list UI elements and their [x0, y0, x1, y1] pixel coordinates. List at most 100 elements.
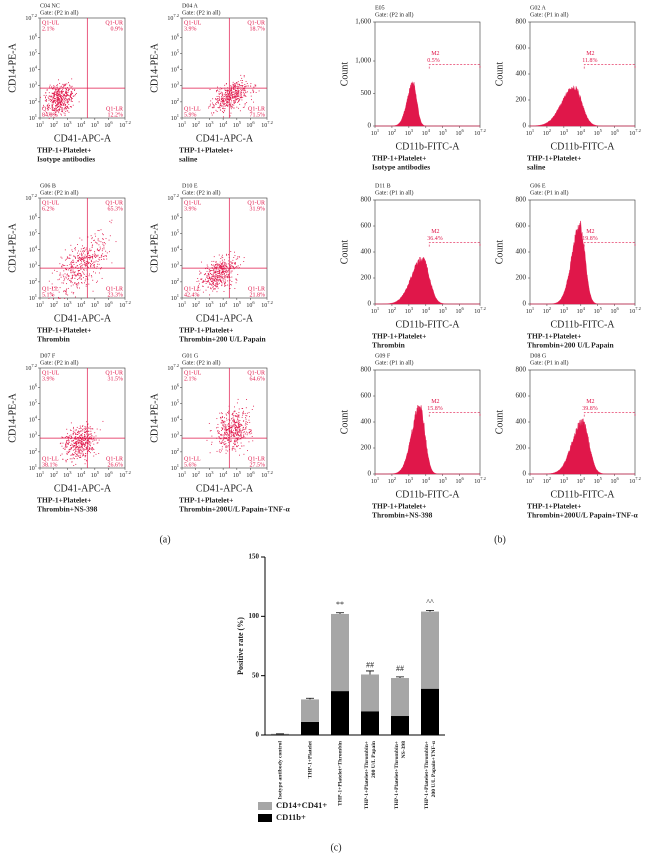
- tick-exponent: 1: [532, 306, 534, 311]
- event-dot: [227, 446, 229, 448]
- event-dot: [248, 429, 250, 430]
- quadrant-name: Q1-UL: [42, 20, 60, 26]
- event-dot: [63, 94, 65, 95]
- event-dot: [232, 97, 234, 99]
- event-dot: [237, 98, 239, 99]
- event-dot: [80, 457, 81, 458]
- tick-base: 10: [405, 131, 411, 137]
- y-tick-label: 1,600: [355, 18, 371, 26]
- x-tick-label: 103: [405, 476, 414, 485]
- x-tick-label: 107.2: [629, 476, 641, 485]
- event-dot: [74, 249, 76, 251]
- event-dot: [238, 423, 240, 425]
- event-dot: [221, 282, 223, 284]
- event-dot: [57, 89, 59, 91]
- event-dot: [224, 102, 225, 104]
- event-dot: [220, 276, 222, 278]
- event-dot: [218, 93, 220, 95]
- event-dot: [78, 274, 79, 276]
- event-dot: [51, 104, 53, 106]
- event-dot: [205, 273, 206, 275]
- x-axis-label: CD11b-FITC-A: [395, 141, 460, 152]
- y-tick-label: 800: [516, 366, 527, 374]
- event-dot: [246, 434, 248, 436]
- x-tick-label: 106: [456, 128, 465, 137]
- quadrant-value: 65.3%: [108, 206, 124, 212]
- event-dot: [60, 99, 62, 101]
- event-dot: [211, 443, 213, 445]
- event-dot: [224, 282, 226, 284]
- event-dot: [66, 101, 68, 103]
- tick-base: 10: [167, 366, 173, 372]
- event-dot: [69, 458, 71, 460]
- event-dot: [236, 89, 238, 91]
- event-dot: [239, 448, 241, 449]
- event-dot: [88, 283, 90, 285]
- event-dot: [68, 90, 70, 92]
- event-dot: [218, 431, 220, 433]
- event-dot: [225, 268, 227, 270]
- event-dot: [236, 94, 238, 96]
- y-tick-label: 0: [368, 122, 372, 130]
- y-tick-label: 104: [171, 415, 180, 424]
- event-dot: [75, 433, 76, 435]
- event-dot: [91, 238, 93, 240]
- tick-exponent: 2: [198, 120, 200, 125]
- event-dot: [218, 450, 220, 452]
- y-axis-label: CD14-PE-A: [7, 43, 18, 93]
- event-dot: [244, 104, 246, 106]
- event-dot: [214, 265, 216, 267]
- event-dot: [80, 273, 82, 275]
- tick-base: 10: [611, 131, 617, 137]
- x-axis-label: CD41-APC-A: [196, 483, 254, 494]
- event-dot: [91, 439, 93, 441]
- event-dot: [235, 428, 237, 430]
- event-dot: [227, 450, 229, 452]
- event-dot: [252, 92, 254, 93]
- event-dot: [254, 84, 256, 86]
- event-dot: [91, 447, 93, 449]
- event-dot: [232, 259, 234, 261]
- event-dot: [81, 255, 83, 257]
- tick-exponent: 5: [177, 229, 180, 234]
- event-dot: [225, 452, 227, 454]
- event-dot: [79, 237, 81, 239]
- y-axis-label: CD14-PE-A: [7, 393, 18, 443]
- event-dot: [219, 266, 221, 268]
- event-dot: [227, 284, 229, 286]
- plot-id: G06 B: [40, 183, 56, 189]
- event-dot: [231, 86, 233, 88]
- event-dot: [215, 98, 217, 100]
- tick-exponent: 4: [83, 120, 86, 125]
- event-dot: [236, 427, 238, 429]
- event-dot: [206, 264, 208, 266]
- event-dot: [73, 454, 75, 456]
- event-dot: [78, 258, 80, 260]
- event-dot: [57, 101, 59, 103]
- event-dot: [225, 103, 227, 105]
- event-dot: [227, 270, 228, 272]
- quadrant-value: 31.5%: [108, 376, 124, 382]
- x-tick-label: 107.2: [261, 120, 273, 129]
- event-dot: [77, 260, 79, 262]
- event-dot: [216, 91, 217, 93]
- event-dot: [226, 432, 228, 434]
- event-dot: [212, 270, 214, 271]
- event-dot: [64, 278, 66, 280]
- plot-id: D04 A: [182, 3, 199, 9]
- event-dot: [241, 89, 242, 91]
- event-dot: [71, 437, 73, 438]
- event-dot: [251, 99, 252, 101]
- event-dot: [229, 89, 231, 91]
- tick-exponent: 4: [177, 65, 180, 70]
- event-dot: [103, 255, 105, 257]
- x-tick-label: 200 U/L Papain: [371, 740, 377, 778]
- event-dot: [249, 432, 250, 434]
- event-dot: [43, 106, 45, 108]
- event-dot: [231, 431, 233, 433]
- event-dot: [208, 273, 210, 275]
- event-dot: [228, 423, 229, 425]
- event-dot: [70, 272, 72, 274]
- event-dot: [227, 412, 228, 414]
- event-dot: [244, 424, 246, 426]
